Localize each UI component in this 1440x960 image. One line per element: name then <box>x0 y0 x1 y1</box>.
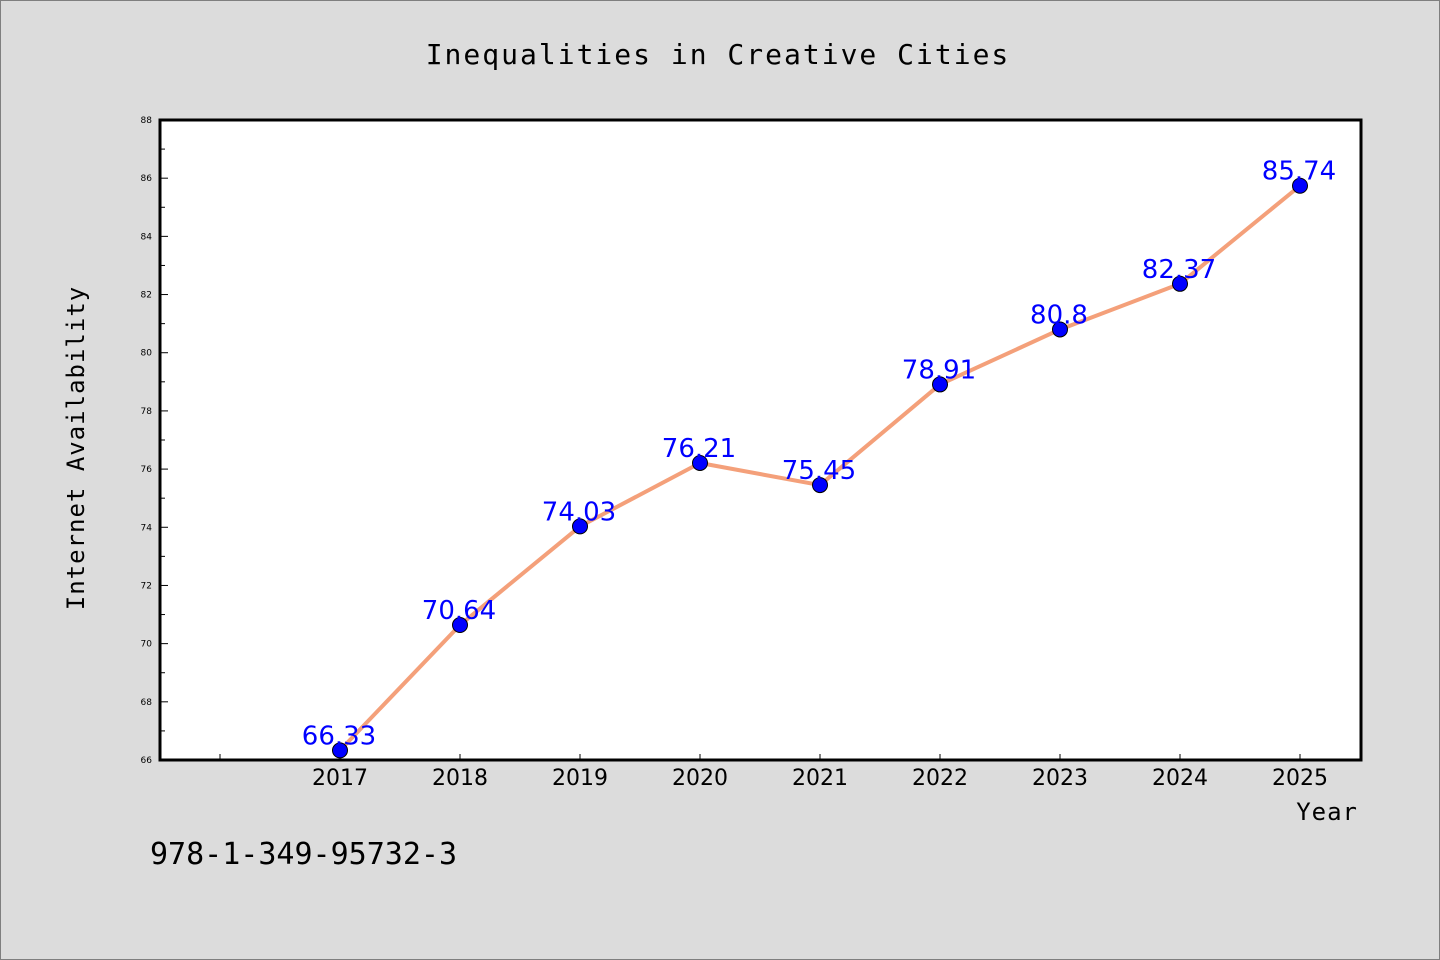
x-tick-label: 2018 <box>432 766 488 791</box>
data-label: 82.37 <box>1142 255 1216 285</box>
series-layer: 66.33 70.64 74.03 76.21 75.45 78.91 80.8 82.37 8… <box>302 157 1336 759</box>
x-tick-label: 2025 <box>1272 766 1328 791</box>
data-point <box>572 518 588 535</box>
data-point <box>1172 275 1188 292</box>
data-label: 80.8 <box>1030 300 1088 330</box>
data-label: 75.45 <box>782 456 856 486</box>
data-point <box>332 742 348 759</box>
y-tick-label: 66 <box>141 756 153 766</box>
y-tick-label: 88 <box>141 116 153 126</box>
data-label: 66.33 <box>302 721 376 751</box>
y-tick-label: 84 <box>141 232 153 242</box>
data-label: 76.21 <box>662 434 736 464</box>
y-tick-label: 86 <box>141 174 153 184</box>
data-point <box>692 454 708 471</box>
x-tick-label: 2024 <box>1152 766 1208 791</box>
plot-area <box>158 118 1363 762</box>
y-tick-label: 70 <box>141 640 153 650</box>
data-label: 85.74 <box>1262 157 1336 187</box>
y-tick-label: 80 <box>141 349 153 359</box>
x-tick-label: 2023 <box>1032 766 1088 791</box>
y-axis: 66 68 70 72 74 76 78 80 82 84 86 88 <box>141 116 168 766</box>
isbn-footnote: 978-1-349-95732-3 <box>150 837 457 872</box>
data-point <box>1052 321 1068 338</box>
x-tick-label: 2022 <box>912 766 968 791</box>
x-tick-label: 2019 <box>552 766 608 791</box>
y-tick-label: 76 <box>141 465 153 475</box>
data-label: 70.64 <box>422 596 496 626</box>
x-tick-label: 2021 <box>792 766 848 791</box>
y-tick-label: 68 <box>141 698 153 708</box>
x-axis: 2017 2018 2019 2020 2021 2022 2023 2024 2025 <box>219 754 1328 791</box>
data-point <box>1292 177 1308 194</box>
y-tick-label: 78 <box>141 407 153 417</box>
data-point <box>452 617 468 634</box>
y-tick-label: 72 <box>141 581 152 591</box>
chart-title: Inequalities in Creative Cities <box>426 38 1011 71</box>
x-tick-label: 2020 <box>672 766 728 791</box>
y-axis-title: Internet Availability <box>62 286 90 610</box>
data-label: 74.03 <box>542 497 616 527</box>
data-label: 78.91 <box>902 355 976 385</box>
data-point <box>812 477 828 494</box>
data-point <box>932 376 948 393</box>
x-axis-title: Year <box>1296 798 1358 826</box>
y-tick-label: 82 <box>141 291 152 301</box>
y-tick-label: 74 <box>141 523 153 533</box>
x-tick-label: 2017 <box>312 766 368 791</box>
